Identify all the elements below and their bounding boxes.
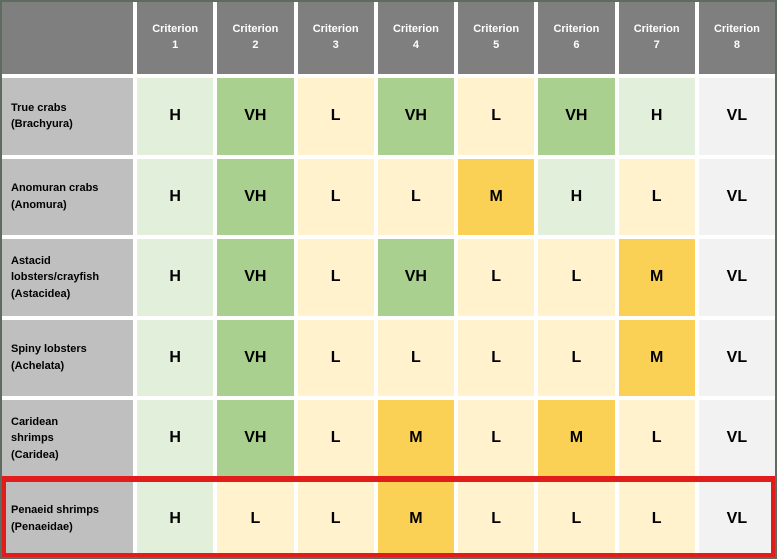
rating-cell: VH	[217, 158, 294, 235]
rating-cell: H	[618, 78, 695, 155]
rating-cell: VL	[698, 239, 775, 316]
rating-cell: L	[297, 319, 374, 396]
column-header-criterion-3: Criterion 3	[297, 2, 374, 74]
rating-cell: H	[137, 239, 214, 316]
rating-cell: L	[618, 400, 695, 477]
rating-cell: L	[538, 480, 615, 557]
column-header-criterion-8: Criterion 8	[698, 2, 775, 74]
rating-cell: L	[297, 239, 374, 316]
rating-cell: M	[377, 400, 454, 477]
rating-cell: VH	[217, 239, 294, 316]
rating-cell: M	[458, 158, 535, 235]
column-header-criterion-1: Criterion 1	[137, 2, 214, 74]
rating-cell: VH	[377, 78, 454, 155]
rating-cell: L	[217, 480, 294, 557]
corner-cell	[2, 2, 133, 74]
rating-cell: VH	[538, 78, 615, 155]
rating-cell: H	[137, 480, 214, 557]
rating-cell: L	[458, 319, 535, 396]
rating-cell: M	[377, 480, 454, 557]
rating-cell: VL	[698, 78, 775, 155]
rating-cell: H	[137, 158, 214, 235]
column-header-criterion-4: Criterion 4	[377, 2, 454, 74]
row-label: Astacid lobsters/crayfish (Astacidea)	[2, 239, 133, 316]
rating-cell: VL	[698, 480, 775, 557]
rating-cell: L	[297, 158, 374, 235]
rating-cell: L	[377, 319, 454, 396]
column-header-criterion-2: Criterion 2	[217, 2, 294, 74]
rating-cell: VL	[698, 158, 775, 235]
rating-cell: L	[297, 400, 374, 477]
rating-cell: M	[618, 319, 695, 396]
rating-cell: VL	[698, 319, 775, 396]
rating-cell: L	[618, 480, 695, 557]
rating-cell: VH	[217, 319, 294, 396]
rating-cell: L	[458, 400, 535, 477]
row-label: Spiny lobsters (Achelata)	[2, 319, 133, 396]
row-label: True crabs (Brachyura)	[2, 78, 133, 155]
column-header-criterion-5: Criterion 5	[458, 2, 535, 74]
rating-cell: M	[538, 400, 615, 477]
row-label: Caridean shrimps (Caridea)	[2, 400, 133, 477]
rating-cell: L	[538, 239, 615, 316]
rating-cell: L	[538, 319, 615, 396]
rating-cell: L	[458, 78, 535, 155]
rating-cell: M	[618, 239, 695, 316]
rating-cell: L	[377, 158, 454, 235]
rating-cell: L	[297, 480, 374, 557]
row-label: Anomuran crabs (Anomura)	[2, 158, 133, 235]
rating-cell: VH	[377, 239, 454, 316]
rating-cell: L	[297, 78, 374, 155]
rating-cell: VL	[698, 400, 775, 477]
row-label: Penaeid shrimps (Penaeidae)	[2, 480, 133, 557]
rating-cell: VH	[217, 400, 294, 477]
rating-cell: L	[458, 480, 535, 557]
rating-cell: L	[458, 239, 535, 316]
rating-cell: H	[137, 78, 214, 155]
column-header-criterion-6: Criterion 6	[538, 2, 615, 74]
rating-cell: VH	[217, 78, 294, 155]
rating-cell: H	[137, 400, 214, 477]
rating-cell: H	[137, 319, 214, 396]
rating-cell: L	[618, 158, 695, 235]
rating-cell: H	[538, 158, 615, 235]
column-header-criterion-7: Criterion 7	[618, 2, 695, 74]
